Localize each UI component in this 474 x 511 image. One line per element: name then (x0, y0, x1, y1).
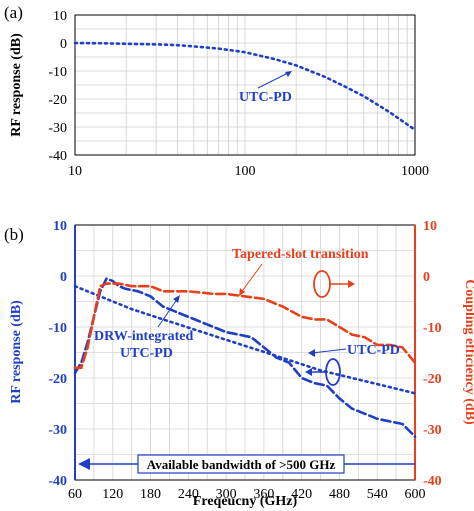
x-tick-label: 540 (367, 487, 388, 502)
left-y-tick-label: 0 (60, 270, 67, 285)
right-y-tick-label: -10 (423, 321, 442, 336)
series-line-drw-integrated-utc-pd (73, 276, 417, 438)
right-y-tick-label: 0 (423, 270, 430, 285)
panel-b-left-y-ticks: 10 0 -10 -20 -30 -40 (48, 219, 67, 489)
panel-a-arrowhead (285, 71, 292, 77)
y-tick-label: -30 (48, 121, 67, 136)
panel-b-x-axis-label: Freqeucny (GHz) (193, 494, 298, 509)
right-y-tick-label: 10 (423, 219, 437, 234)
panel-b-red-ellipse (313, 270, 331, 298)
x-tick-label: 180 (140, 487, 161, 502)
y-tick-label: -20 (48, 93, 67, 108)
panel-b-drw-arrowhead (173, 295, 180, 303)
panel-a-x-ticks: 10 100 1000 (68, 164, 429, 179)
panel-b-utcpd-arrow (311, 348, 347, 354)
panel-b-label: (b) (4, 225, 24, 244)
x-tick-label: 360 (253, 487, 274, 502)
x-tick-label: 420 (291, 487, 312, 502)
x-tick-label: 300 (216, 487, 237, 502)
panel-b-annotation-utcpd: UTC-PD (347, 343, 400, 358)
panel-b-blue-ellipse (325, 358, 341, 386)
panel-b-tapered-arrowhead (239, 288, 245, 296)
left-y-tick-label: 10 (53, 219, 67, 234)
panel-b-bandwidth-box (137, 454, 345, 474)
panel-b-blue-ellipse-arrowhead (305, 368, 312, 376)
y-tick-label: -10 (48, 65, 67, 80)
panel-b-annotation-drw-line2: UTC-PD (120, 346, 173, 361)
panel-a-annotation-utcpd: UTC-PD (239, 90, 292, 105)
left-y-tick-label: -20 (48, 372, 67, 387)
series-line-utc-pd (73, 284, 417, 395)
panel-a-label: (a) (4, 3, 23, 22)
left-y-tick-label: -40 (48, 474, 67, 489)
series-line-tapered-slot-transition (73, 282, 417, 370)
right-y-tick-label: -40 (423, 474, 442, 489)
panel-b-utcpd-arrowhead (308, 349, 315, 357)
right-y-tick-label: -30 (423, 423, 442, 438)
panel-b-series (73, 276, 417, 438)
x-tick-label: 240 (178, 487, 199, 502)
panel-b-annotation-drw-line1: DRW-integrated (94, 329, 194, 344)
panel-b-right-y-axis-label: Coupling efficiency (dB) (462, 279, 474, 425)
x-tick-label: 1000 (401, 164, 429, 179)
right-y-tick-label: -20 (423, 372, 442, 387)
left-y-tick-label: -10 (48, 321, 67, 336)
panel-b-bandwidth-arrowhead (78, 458, 90, 470)
panel-a-annotation-arrow (257, 71, 291, 89)
panel-b-drw-arrow (157, 297, 179, 328)
panel-b-right-y-ticks: 10 0 -10 -20 -30 -40 (423, 219, 442, 489)
panel-a-y-axis-label: RF response (dB) (9, 33, 24, 137)
x-tick-label: 120 (102, 487, 123, 502)
panel-b: (b) 10 0 -10 -20 -30 -40 10 0 -10 -20 -30 -40 60 12… (4, 219, 474, 509)
panel-b-x-ticks: 60 120 180 240 300 360 420 480 540 600 (68, 487, 426, 502)
x-tick-label: 100 (235, 164, 256, 179)
left-y-tick-label: -30 (48, 423, 67, 438)
panel-b-left-y-axis-label: RF response (dB) (9, 300, 24, 404)
x-tick-label: 480 (329, 487, 350, 502)
panel-a-grid (74, 14, 415, 156)
y-tick-label: 10 (53, 9, 67, 24)
panel-a-plot-frame (74, 14, 416, 156)
panel-a: (a) 100-10-20-30-40 10 100 1000 RF respons… (4, 3, 429, 179)
panel-b-red-ellipse-arrowhead (348, 280, 355, 288)
panel-b-annotation-tapered: Tapered-slot transition (232, 247, 369, 262)
panel-a-y-ticks: 10 0 -10 -20 -30 -40 (48, 9, 67, 164)
x-tick-label: 60 (68, 487, 82, 502)
panel-b-bandwidth-text: Available bandwidth of >500 GHz (147, 457, 336, 472)
x-tick-label: 600 (405, 487, 426, 502)
y-tick-label: 0 (60, 37, 67, 52)
y-tick-label: -40 (48, 149, 67, 164)
panel-b-tapered-arrow (239, 263, 263, 295)
x-tick-label: 10 (68, 164, 82, 179)
series-line-utc-pd (73, 41, 417, 132)
panel-a-series (73, 41, 417, 132)
